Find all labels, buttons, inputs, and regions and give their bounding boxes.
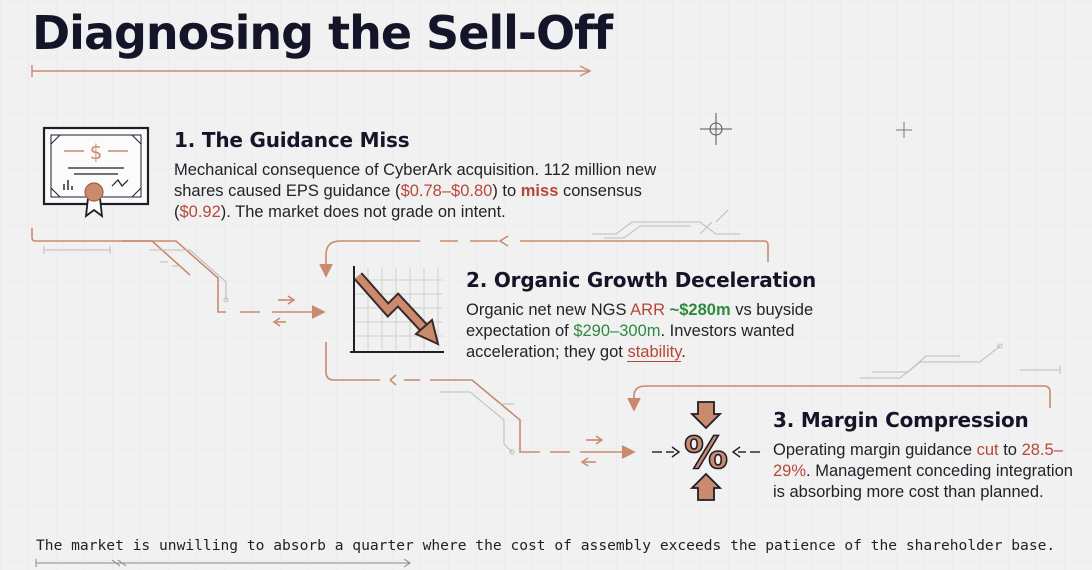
miss-emphasis: miss: [520, 182, 559, 200]
body-text: . Management conceding integration is ab…: [773, 462, 1073, 501]
body-text: consensus (: [174, 182, 642, 221]
connector-to-section-3: [627, 385, 1051, 412]
footer-statement: The market is unwilling to absorb a quar…: [36, 537, 1056, 554]
connector-1-to-2: [31, 228, 326, 327]
section-guidance-miss: 1. The Guidance Miss Mechanical conseque…: [174, 128, 694, 223]
page-title: Diagnosing the Sell-Off: [32, 6, 613, 60]
title-underline-arrow: [31, 65, 592, 77]
svg-text:%: %: [684, 428, 728, 479]
body-text: . Investors wanted acceleration; they go…: [466, 322, 795, 361]
section-body: Operating margin guidance cut to 28.5–29…: [773, 440, 1083, 503]
section-heading: 1. The Guidance Miss: [174, 128, 410, 152]
body-text: .: [681, 343, 686, 361]
eps-guidance-value: $0.78–$0.80: [400, 182, 493, 200]
section-body: Mechanical consequence of CyberArk acqui…: [174, 160, 694, 223]
section-margin-compression: 3. Margin Compression Operating margin g…: [773, 408, 1083, 503]
stability-emphasis: stability: [627, 343, 682, 362]
circuit-traces-middle: [440, 391, 515, 455]
cut-emphasis: cut: [976, 441, 999, 459]
connector-top-right: [319, 235, 769, 278]
expectation-value: $290–300m: [573, 322, 661, 340]
declining-chart-icon: [350, 266, 444, 353]
svg-text:$: $: [90, 140, 103, 164]
body-text: vs buyside expectation of: [466, 301, 814, 340]
margin-range-value: 28.5–29%: [773, 441, 1063, 480]
connector-2-to-3: [325, 342, 636, 467]
consensus-value: $0.92: [179, 203, 221, 221]
arr-value: ~$280m: [669, 301, 731, 319]
crosshair-mark: [700, 113, 732, 145]
body-text: Operating margin guidance: [773, 441, 977, 459]
section-heading: 2. Organic Growth Deceleration: [466, 268, 817, 292]
body-text: ) to: [492, 182, 521, 200]
footer-trace: [35, 558, 411, 568]
body-text: ). The market does not grade on intent.: [220, 203, 506, 221]
body-text: Mechanical consequence of CyberArk acqui…: [174, 161, 657, 200]
percent-compression-icon: %: [652, 401, 760, 501]
body-text: to: [998, 441, 1022, 459]
circuit-traces-right: [860, 343, 1061, 379]
section-organic-growth: 2. Organic Growth Deceleration Organic n…: [466, 268, 846, 363]
circuit-traces-left: [43, 246, 229, 303]
certificate-icon: $: [42, 126, 150, 218]
body-text: Organic net new NGS: [466, 301, 631, 319]
circuit-traces-top: [592, 209, 740, 239]
section-body: Organic net new NGS ARR ~$280m vs buysid…: [466, 300, 846, 363]
arr-label: ARR: [630, 301, 666, 319]
section-heading: 3. Margin Compression: [773, 408, 1029, 432]
crosshair-mark-small: [896, 122, 912, 138]
